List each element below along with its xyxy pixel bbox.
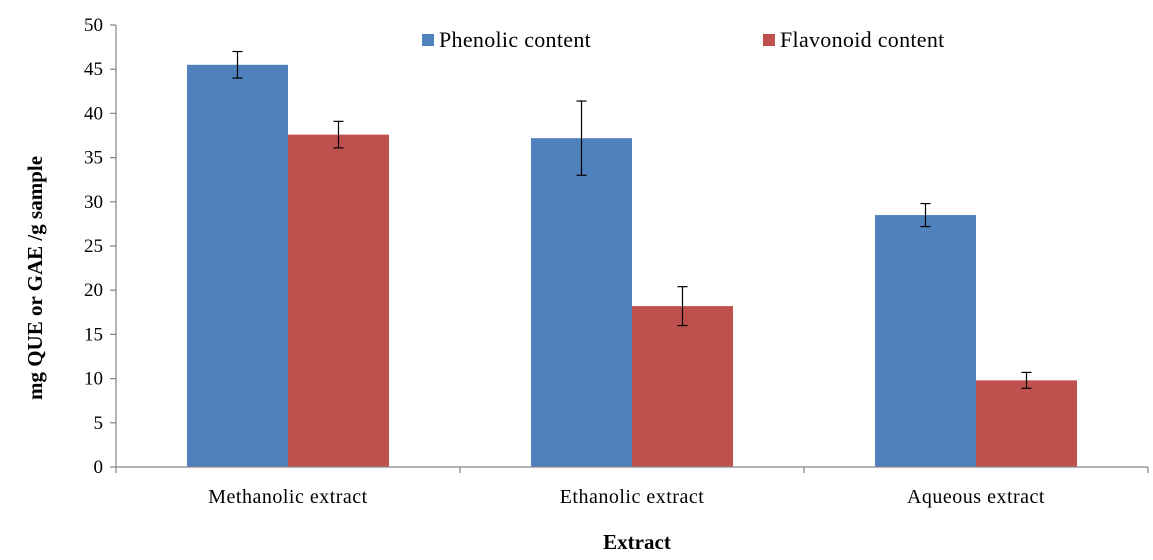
y-tick-label: 30 <box>84 192 103 213</box>
bar-flavonoid-content-2 <box>632 306 733 467</box>
y-tick-label: 50 <box>84 15 103 36</box>
legend-label: Flavonoid content <box>780 27 945 52</box>
bar-phenolic-content-2 <box>531 138 632 468</box>
y-tick-label: 45 <box>84 59 103 80</box>
legend-label: Phenolic content <box>439 27 591 52</box>
legend: Phenolic content Flavonoid content <box>422 27 945 52</box>
x-axis-ticks <box>115 467 1149 473</box>
y-tick-label: 10 <box>84 369 103 390</box>
x-axis-category-labels: Methanolic extract Ethanolic extract Aqueo… <box>208 486 1045 508</box>
y-tick-label: 25 <box>84 236 103 257</box>
legend-swatch <box>763 34 775 46</box>
x-category-label: Methanolic extract <box>208 486 368 508</box>
y-axis-ticks: 0 5 10 15 20 25 30 35 40 45 50 <box>84 15 116 478</box>
bar-phenolic-content-3 <box>875 215 976 467</box>
x-axis-title: Extract <box>603 530 671 554</box>
y-axis-title: mg QUE or GAE /g sample <box>23 156 47 400</box>
error-bars-layer <box>232 50 1032 389</box>
y-tick-label: 15 <box>84 324 103 345</box>
bar-flavonoid-content-3 <box>976 380 1077 467</box>
bar-flavonoid-content-1 <box>288 134 389 467</box>
legend-swatch <box>422 34 434 46</box>
bar-phenolic-content-1 <box>187 64 288 467</box>
bars-layer <box>187 64 1077 468</box>
y-tick-label: 20 <box>84 280 103 301</box>
y-tick-label: 0 <box>94 457 104 478</box>
x-category-label: Aqueous extract <box>907 486 1045 508</box>
x-category-label: Ethanolic extract <box>560 486 705 508</box>
y-tick-label: 35 <box>84 148 103 169</box>
y-tick-label: 40 <box>84 103 103 124</box>
y-tick-label: 5 <box>94 413 104 434</box>
